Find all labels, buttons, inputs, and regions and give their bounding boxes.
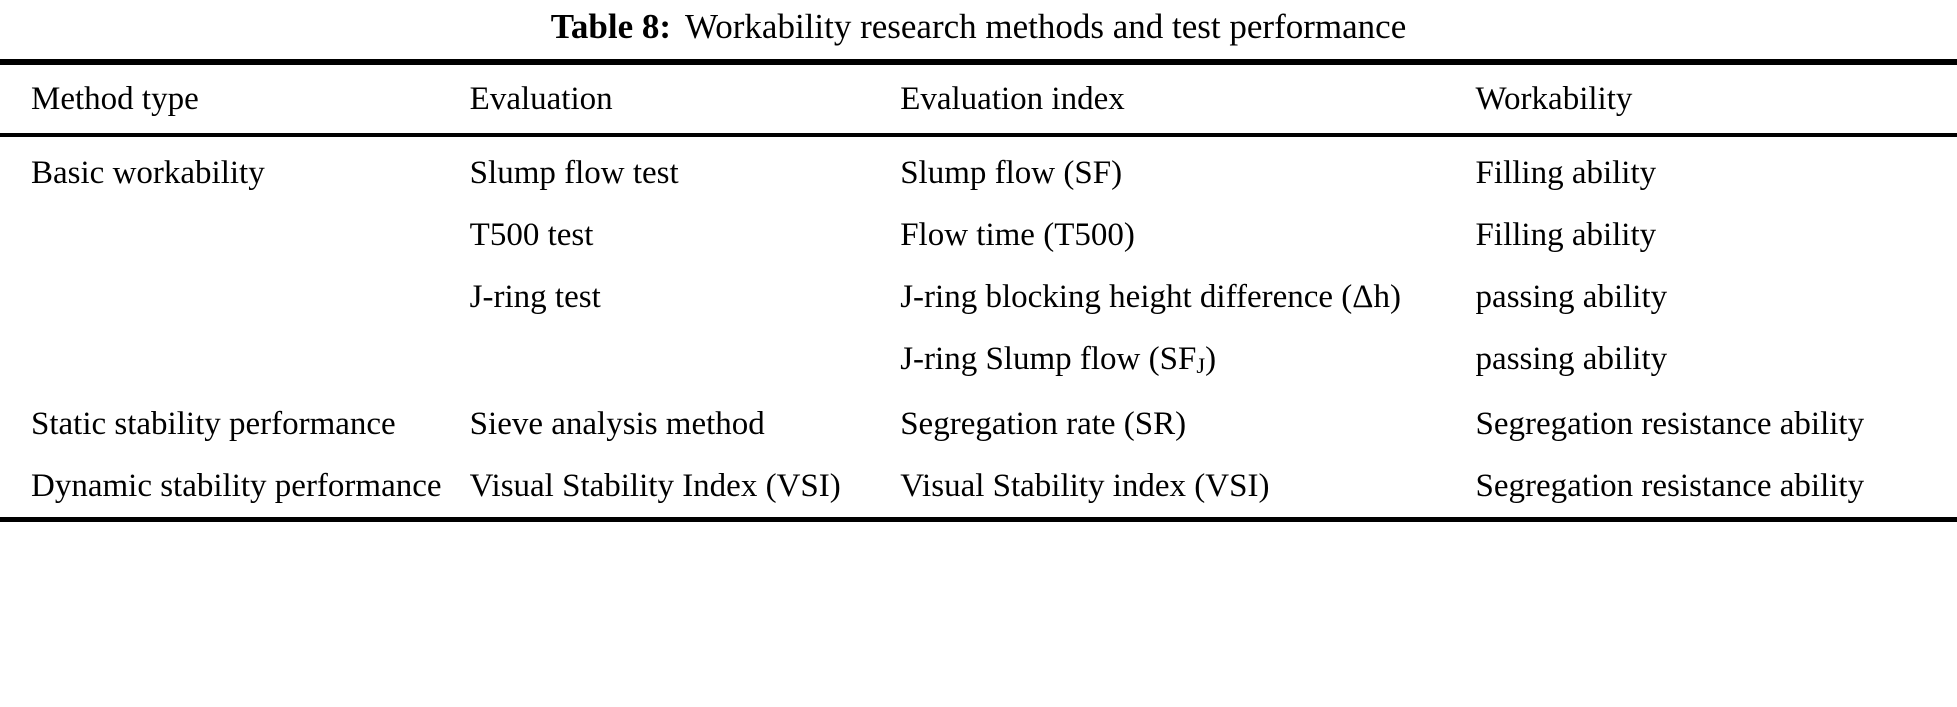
header-workability: Workability: [1475, 62, 1957, 137]
header-evaluation-index: Evaluation index: [900, 62, 1476, 137]
cell-evaluation-index: J-ring blocking height difference (Δh): [900, 279, 1401, 315]
header-method-type: Method type: [0, 62, 470, 137]
cell-method-type: Static stability performance: [31, 406, 396, 442]
table-row: Static stability performance Sieve analy…: [0, 393, 1957, 455]
cell-method-type: [0, 328, 470, 393]
cell-workability: Filling ability: [1475, 217, 1657, 253]
header-evaluation: Evaluation: [469, 62, 901, 137]
cell-evaluation-index: Visual Stability index (VSI): [900, 468, 1270, 504]
table-row: Basic workability Slump flow test Slump …: [0, 135, 1957, 204]
cell-method-type: [0, 266, 470, 328]
cell-evaluation-index: Flow time (T500): [900, 217, 1135, 253]
table-caption-label: Table 8:: [550, 7, 672, 46]
cell-evaluation: Slump flow test: [469, 155, 679, 191]
cell-workability: passing ability: [1475, 341, 1668, 377]
cell-evaluation: T500 test: [469, 217, 594, 253]
table-row: J-ring test J-ring blocking height diffe…: [0, 266, 1957, 328]
cell-evaluation: J-ring test: [469, 279, 601, 315]
cell-workability: Filling ability: [1475, 155, 1657, 191]
cell-evaluation: [470, 328, 901, 393]
cell-evaluation-index: Slump flow (SF): [900, 155, 1123, 191]
table-row: T500 test Flow time (T500) Filling abili…: [0, 204, 1957, 266]
evaluation-index-subscript: J: [1196, 353, 1206, 379]
header-row: Method type Evaluation Evaluation index …: [0, 62, 1957, 137]
table-caption-text: Workability research methods and test pe…: [685, 7, 1407, 46]
cell-method-type: Basic workability: [31, 155, 265, 191]
evaluation-index-text: ): [1205, 341, 1217, 377]
cell-workability: passing ability: [1475, 279, 1668, 315]
cell-workability: Segregation resistance ability: [1475, 406, 1865, 442]
cell-method-type: Dynamic stability performance: [31, 468, 442, 504]
cell-evaluation-index: Segregation rate (SR): [900, 406, 1187, 442]
table-row: J-ring Slump flow (SFJ) passing ability: [0, 328, 1957, 393]
cell-method-type: [0, 204, 470, 266]
cell-evaluation: Sieve analysis method: [469, 406, 765, 442]
evaluation-index-text: J-ring Slump flow (SF: [900, 341, 1197, 377]
cell-workability: Segregation resistance ability: [1475, 468, 1865, 504]
table-caption: Table 8: Workability research methods and…: [0, 0, 1957, 59]
cell-evaluation: Visual Stability Index (VSI): [469, 468, 841, 504]
workability-table: Method type Evaluation Evaluation index …: [0, 59, 1957, 522]
cell-evaluation-index: J-ring Slump flow (SFJ): [900, 328, 1475, 393]
table-row: Dynamic stability performance Visual Sta…: [0, 455, 1957, 520]
